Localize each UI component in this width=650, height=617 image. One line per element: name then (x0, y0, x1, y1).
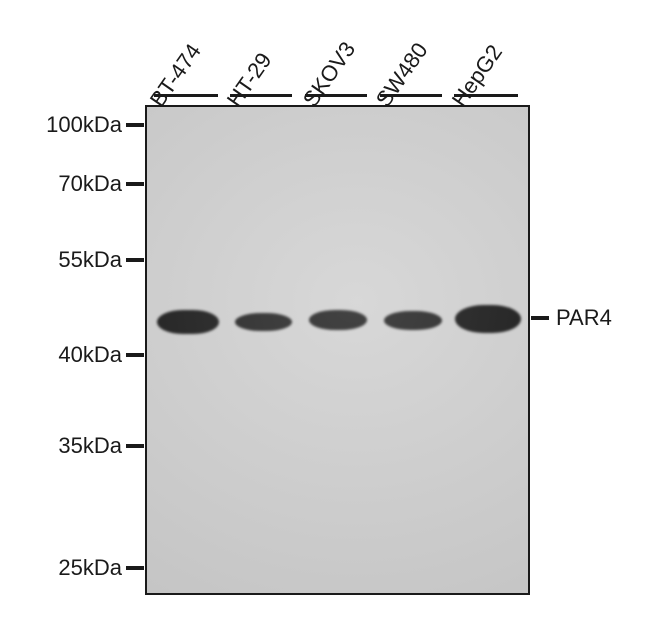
blot-membrane (145, 105, 530, 595)
western-blot-figure: 100kDa 70kDa 55kDa 40kDa 35kDa 25kDa BT-474HT… (0, 0, 650, 617)
lane-label: BT-474 (145, 39, 207, 112)
mw-label: 35kDa (0, 433, 122, 459)
lane-label: SW480 (371, 38, 434, 112)
band (384, 311, 442, 330)
lane-label: HT-29 (222, 48, 278, 112)
mw-label: 55kDa (0, 247, 122, 273)
lane-label: SKOV3 (298, 37, 361, 112)
mw-tick (126, 353, 144, 357)
protein-tick (531, 316, 549, 320)
band (309, 310, 367, 330)
band (235, 313, 292, 331)
mw-label: 40kDa (0, 342, 122, 368)
mw-tick (126, 444, 144, 448)
mw-tick (126, 123, 144, 127)
protein-label: PAR4 (556, 305, 612, 331)
lane-label: HepG2 (447, 40, 508, 112)
mw-tick (126, 182, 144, 186)
mw-tick (126, 258, 144, 262)
mw-label: 100kDa (0, 112, 122, 138)
band (455, 305, 521, 333)
mw-label: 25kDa (0, 555, 122, 581)
band (157, 310, 219, 334)
mw-label: 70kDa (0, 171, 122, 197)
mw-tick (126, 566, 144, 570)
